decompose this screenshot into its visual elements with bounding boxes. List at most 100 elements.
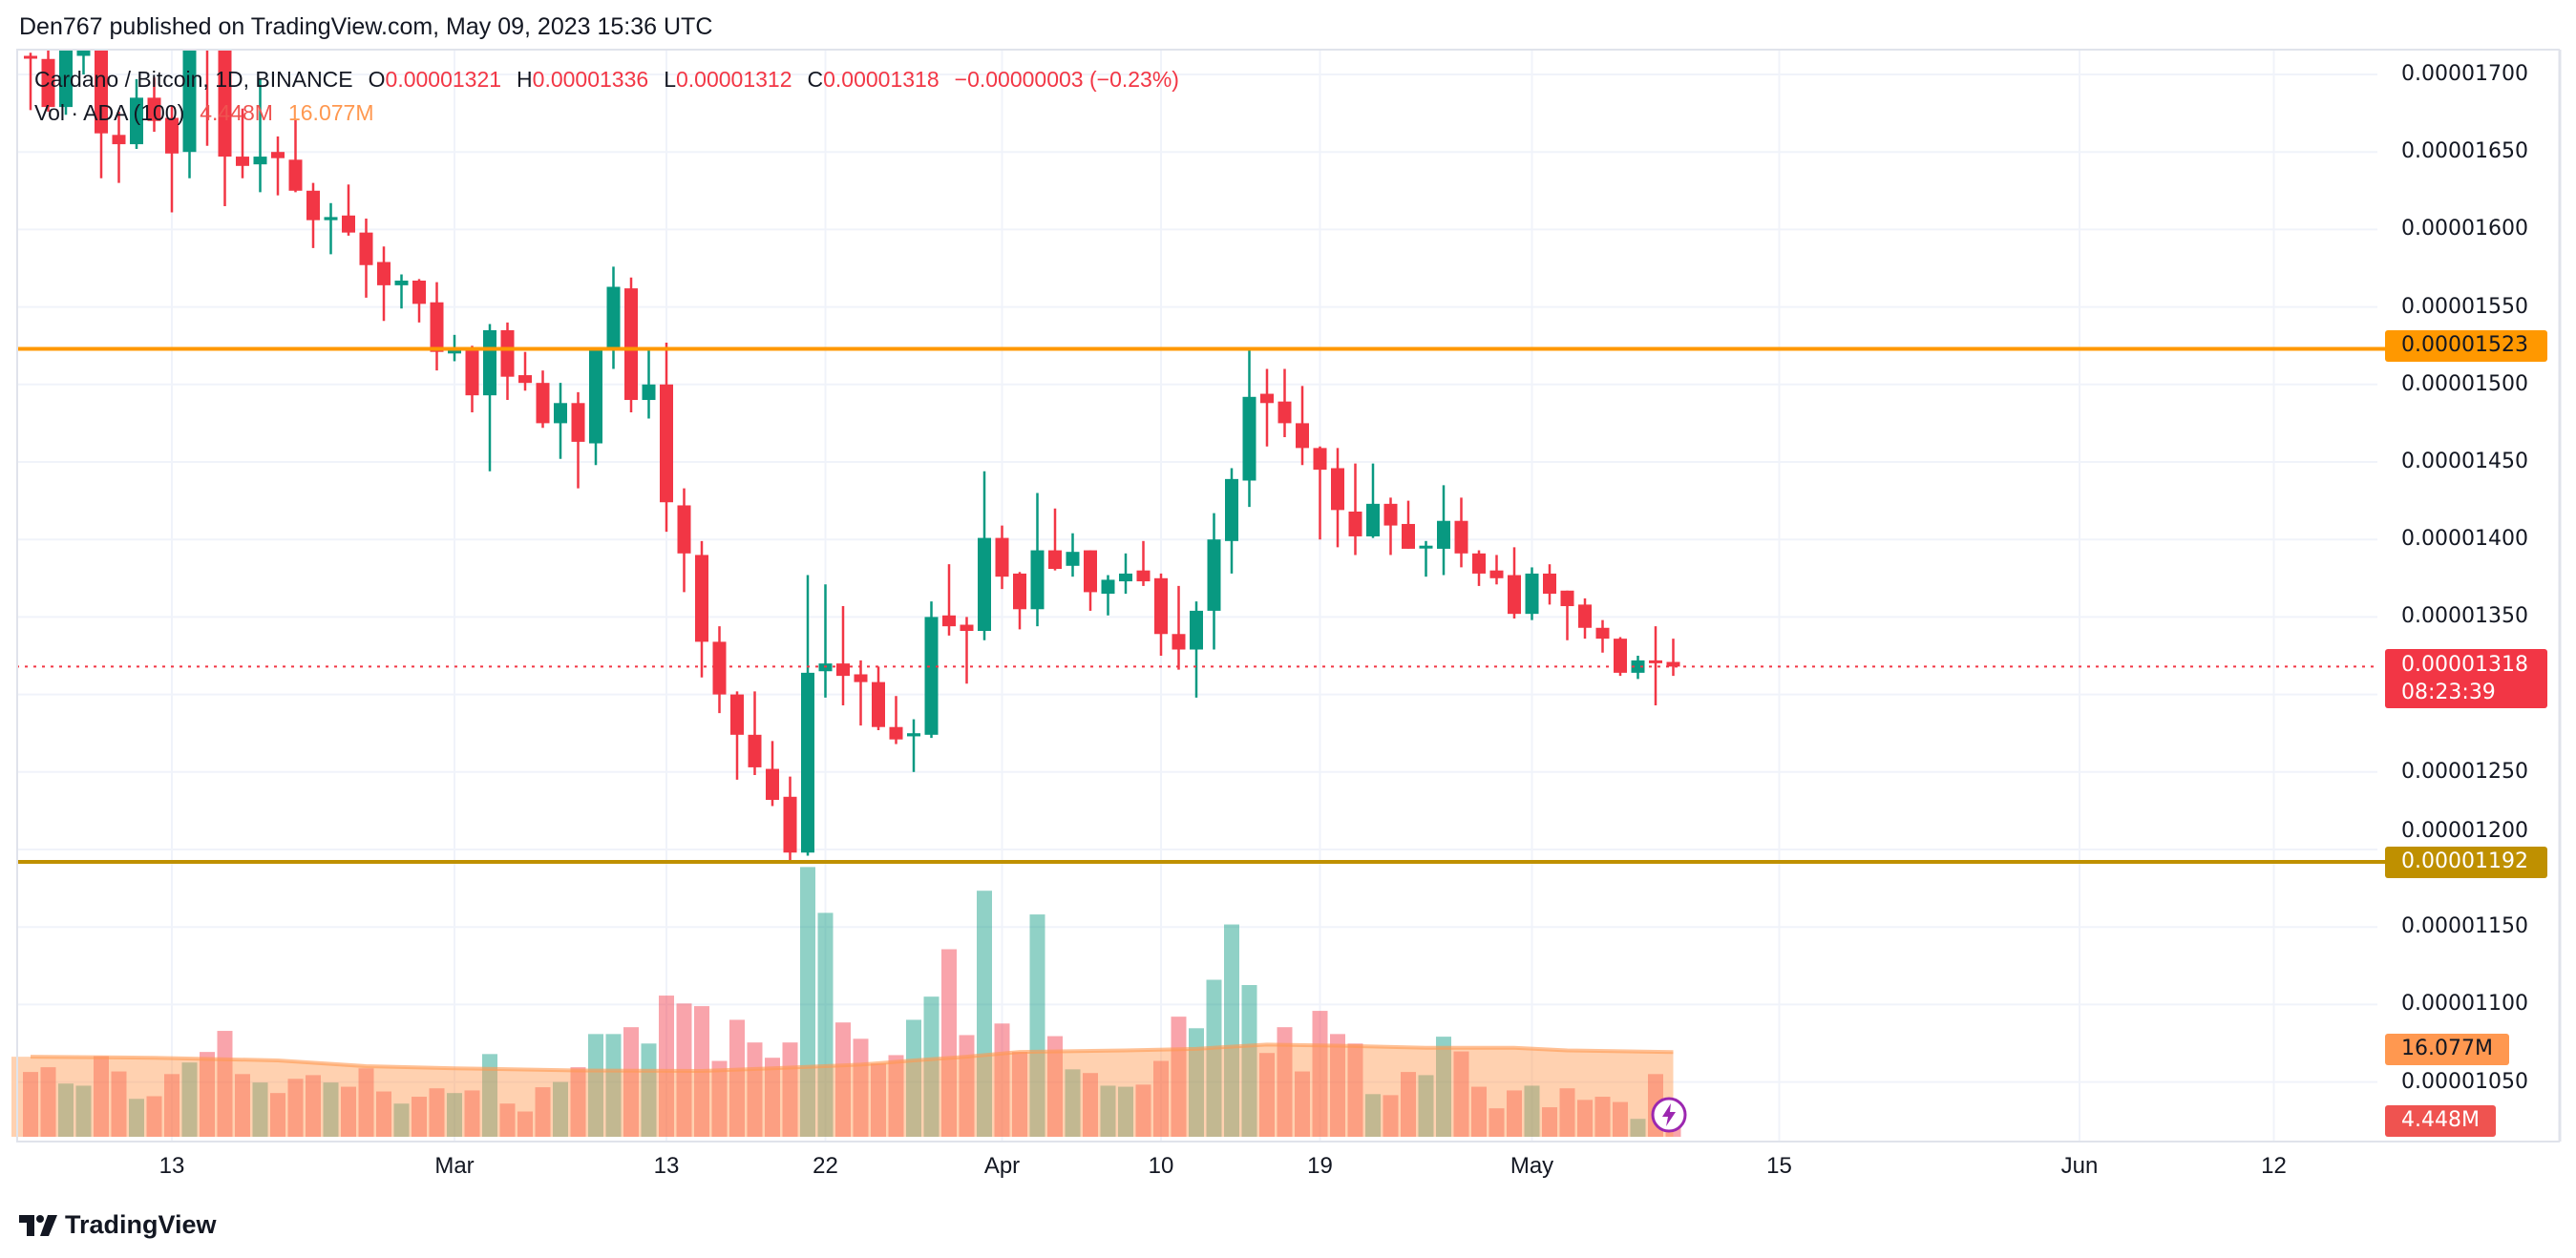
candle xyxy=(942,564,956,636)
candle-body xyxy=(801,672,814,853)
candle-body xyxy=(1402,523,1415,549)
candle-body xyxy=(1666,661,1680,667)
volume-bar xyxy=(765,1058,780,1137)
candle xyxy=(748,691,762,776)
volume-bar xyxy=(358,1068,374,1137)
volume-bar xyxy=(393,1103,410,1137)
horizontal-levels[interactable] xyxy=(17,346,2385,864)
volume-bar xyxy=(287,1079,304,1137)
candle-body xyxy=(1543,573,1556,595)
volume-bar xyxy=(1029,914,1045,1137)
price-axis-label: 0.00001050 xyxy=(2401,1069,2528,1094)
candle xyxy=(1172,585,1186,670)
candle-body xyxy=(430,302,444,352)
candle-body xyxy=(342,215,355,233)
volume-bar xyxy=(1453,1051,1469,1137)
volume-bar xyxy=(376,1091,391,1137)
volume-legend: Vol · ADA (100) 4.448M 16.077M xyxy=(34,100,373,126)
volume-bar xyxy=(1083,1073,1098,1137)
candle xyxy=(907,719,920,772)
candle xyxy=(271,136,285,196)
candle-body xyxy=(465,346,479,396)
candle xyxy=(1348,463,1362,556)
volume-bar xyxy=(711,1060,728,1137)
candle xyxy=(253,78,267,193)
volume-bar xyxy=(94,1056,109,1137)
candle-body xyxy=(978,537,991,632)
volume-bar xyxy=(959,1035,975,1137)
candle-body xyxy=(1525,573,1539,615)
volume-bar xyxy=(58,1083,74,1137)
candle xyxy=(1489,555,1504,585)
volume-bar xyxy=(412,1097,427,1137)
candle-body xyxy=(1578,604,1592,628)
brand-name: TradingView xyxy=(65,1210,217,1239)
price-axis-label: 0.00001650 xyxy=(2401,139,2528,164)
candle xyxy=(766,741,779,807)
last-price-value: 0.00001318 xyxy=(2401,653,2528,677)
time-axis-label: 22 xyxy=(813,1153,838,1179)
candle xyxy=(1560,590,1574,640)
volume-bar xyxy=(835,1022,851,1137)
tradingview-brand[interactable]: TradingView xyxy=(19,1210,217,1240)
candle-body xyxy=(1313,448,1327,471)
volume-bar xyxy=(1295,1071,1310,1137)
volume-bar xyxy=(129,1099,144,1137)
candle-body xyxy=(836,663,850,677)
time-axis-label: 13 xyxy=(158,1153,185,1179)
low-value: 0.00001312 xyxy=(675,67,792,92)
candle-body xyxy=(1383,503,1398,526)
volume-title[interactable]: Vol · ADA (100) xyxy=(34,100,185,125)
publish-info: Den767 published on TradingView.com, May… xyxy=(19,13,713,40)
volume-bar xyxy=(1012,1052,1027,1137)
volume-bar xyxy=(23,1072,38,1137)
candle xyxy=(1366,463,1380,538)
volume-bar xyxy=(553,1081,568,1137)
volume-bar xyxy=(1312,1011,1328,1137)
candle xyxy=(483,324,496,472)
candle xyxy=(236,108,249,178)
candle xyxy=(1260,368,1274,447)
volume-bar xyxy=(1594,1097,1611,1137)
candle-body xyxy=(571,403,585,442)
candle xyxy=(1595,619,1610,653)
volume-bar xyxy=(1118,1086,1133,1137)
volume-bar xyxy=(906,1019,921,1137)
time-axis-label: 12 xyxy=(2261,1153,2287,1179)
volume-bar xyxy=(1401,1072,1416,1137)
candle xyxy=(147,77,161,133)
candle-body xyxy=(518,375,532,384)
symbol-title[interactable]: Cardano / Bitcoin, 1D, BINANCE xyxy=(34,67,353,92)
candle-body xyxy=(165,117,179,154)
candle-body xyxy=(589,350,602,444)
volume-value: 4.448M xyxy=(200,100,273,125)
volume-bar xyxy=(1471,1086,1487,1137)
candle-body xyxy=(554,403,567,424)
candle-body xyxy=(1242,396,1256,481)
candle-body xyxy=(394,280,409,285)
volume-bar xyxy=(1418,1075,1434,1137)
close-label: C xyxy=(807,67,824,92)
lightning-bolt-icon[interactable] xyxy=(1650,1096,1688,1134)
ohlc-legend: Cardano / Bitcoin, 1D, BINANCE O 0.000013… xyxy=(34,67,1179,93)
high-label: H xyxy=(517,67,533,92)
candle-body xyxy=(24,55,37,59)
candle xyxy=(554,383,567,459)
low-label: L xyxy=(664,67,676,92)
candle-body xyxy=(1013,573,1026,610)
volume-bar xyxy=(1436,1037,1451,1137)
bar-countdown: 08:23:39 xyxy=(2401,681,2496,704)
candle-body xyxy=(889,726,903,740)
candle-body xyxy=(288,159,303,191)
candle-body xyxy=(236,157,249,166)
volume-bar xyxy=(1630,1119,1646,1137)
candle-body xyxy=(730,694,744,735)
volume-bar xyxy=(1489,1108,1505,1137)
candle xyxy=(1101,575,1115,616)
volume-bar xyxy=(235,1074,250,1137)
candle-body xyxy=(1472,553,1486,574)
candle-body xyxy=(624,288,638,401)
candle-body xyxy=(1331,468,1344,511)
candle xyxy=(1454,497,1468,568)
